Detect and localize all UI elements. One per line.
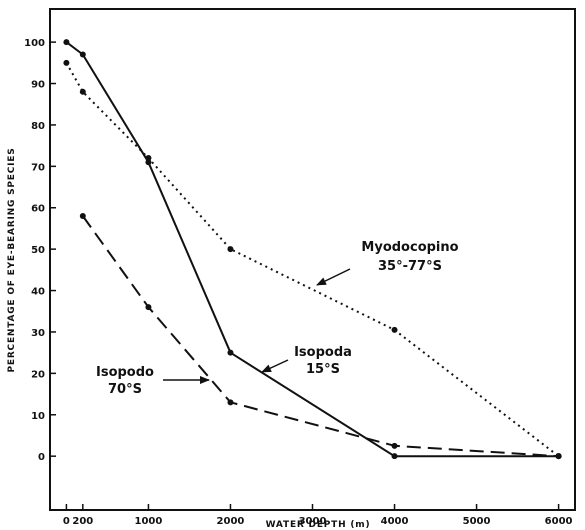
x-axis-label: WATER DEPTH (m) bbox=[266, 520, 371, 530]
annotation-isopoda-15: 15°S bbox=[306, 362, 340, 377]
annotation-arrow bbox=[261, 359, 289, 373]
y-tick-label: 0 bbox=[38, 452, 45, 463]
data-point-solid bbox=[391, 453, 398, 460]
y-tick-label: 30 bbox=[31, 328, 45, 339]
data-point-dashed bbox=[79, 213, 86, 220]
data-point-dotted bbox=[227, 246, 234, 253]
annotation-myodocopina: Myodocopino bbox=[361, 240, 458, 255]
x-tick-label: 1000 bbox=[135, 516, 163, 527]
x-axis-ticks: 0 200 1000 2000 3000 4000 5000 6000 bbox=[63, 504, 573, 527]
annotation-isopoda-15: Isopoda bbox=[294, 345, 352, 360]
series-layer bbox=[63, 39, 562, 460]
x-tick-label: 4000 bbox=[381, 516, 409, 527]
data-point-solid bbox=[227, 349, 234, 356]
y-axis-ticks: 0 10 20 30 40 50 60 70 80 90 100 bbox=[24, 38, 56, 463]
y-tick-label: 60 bbox=[31, 204, 45, 215]
data-point-dotted bbox=[63, 59, 70, 66]
annotation-myodocopina: 35°-77°S bbox=[378, 259, 442, 274]
x-tick-label: 200 bbox=[72, 516, 93, 527]
y-tick-label: 80 bbox=[31, 121, 45, 132]
annotation-layer: Myodocopino 35°-77°S Isopoda 15°S Isopodo 70°… bbox=[96, 240, 459, 397]
data-point-solid bbox=[79, 51, 86, 58]
data-point-dashed bbox=[555, 453, 562, 460]
data-point-dashed bbox=[145, 304, 152, 311]
data-point-dotted bbox=[145, 155, 152, 162]
plot-frame bbox=[49, 8, 576, 511]
series-line-dashed bbox=[81, 215, 559, 458]
data-point-solid bbox=[63, 39, 70, 46]
x-tick-label: 6000 bbox=[545, 516, 573, 527]
x-tick-label: 3000 bbox=[299, 516, 327, 527]
y-tick-label: 40 bbox=[31, 287, 45, 298]
y-tick-label: 50 bbox=[31, 245, 45, 256]
annotation-isopoda-70: 70°S bbox=[108, 382, 142, 397]
data-point-dashed bbox=[391, 442, 398, 449]
x-tick-label: 0 bbox=[63, 516, 70, 527]
y-tick-label: 70 bbox=[31, 162, 45, 173]
data-point-solid bbox=[145, 159, 152, 166]
x-tick-label: 5000 bbox=[463, 516, 491, 527]
y-tick-label: 10 bbox=[31, 411, 45, 422]
data-point-dotted bbox=[79, 88, 86, 95]
annotation-isopoda-70: Isopodo bbox=[96, 365, 154, 380]
annotation-arrow bbox=[316, 268, 351, 286]
data-point-dotted bbox=[391, 326, 398, 333]
y-tick-label: 90 bbox=[31, 80, 45, 91]
series-line-dotted bbox=[65, 62, 560, 457]
data-point-dashed bbox=[227, 399, 234, 406]
y-tick-label: 100 bbox=[24, 38, 45, 49]
series-line-solid bbox=[65, 41, 559, 458]
y-tick-label: 20 bbox=[31, 369, 45, 380]
x-tick-label: 2000 bbox=[217, 516, 245, 527]
y-axis-label: PERCENTAGE OF EYE-BEARING SPECIES bbox=[7, 147, 17, 372]
